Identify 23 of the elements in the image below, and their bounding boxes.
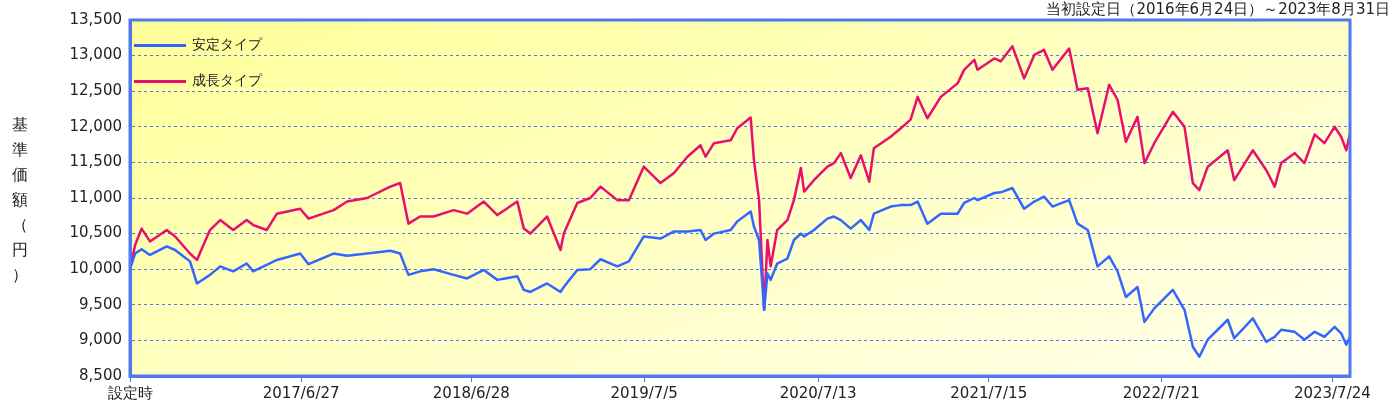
- y-tick-label: 9,500: [79, 294, 122, 313]
- legend-label: 安定タイプ: [192, 36, 262, 54]
- y-tick-label: 10,500: [69, 223, 122, 242]
- y-tick-label: 13,000: [69, 45, 122, 64]
- y-tick-label: 12,500: [69, 81, 122, 100]
- y-axis-title: 基準価額（円）: [11, 114, 29, 286]
- y-tick-label: 12,000: [69, 116, 122, 135]
- y-tick-label: 13,500: [69, 9, 122, 28]
- chart-title: 当初設定日（2016年6月24日）～2023年8月31日: [1046, 0, 1390, 18]
- x-tick-label: 2022/7/21: [1122, 383, 1200, 402]
- x-tick-label: 2023/7/24: [1293, 383, 1371, 402]
- x-tick-label: 2020/7/13: [779, 383, 857, 402]
- y-tick-label: 11,000: [69, 187, 122, 206]
- x-tick-label: 2018/6/28: [432, 383, 510, 402]
- y-tick-label: 11,500: [69, 152, 122, 171]
- legend-label: 成長タイプ: [192, 72, 262, 90]
- x-tick-label: 設定時: [107, 383, 153, 402]
- y-tick-label: 10,000: [69, 259, 122, 278]
- x-tick-label: 2019/7/5: [610, 383, 678, 402]
- y-tick-label: 9,000: [79, 330, 122, 349]
- x-tick-label: 2017/6/27: [262, 383, 340, 402]
- y-tick-label: 8,500: [79, 365, 122, 384]
- x-tick-label: 2021/7/15: [950, 383, 1028, 402]
